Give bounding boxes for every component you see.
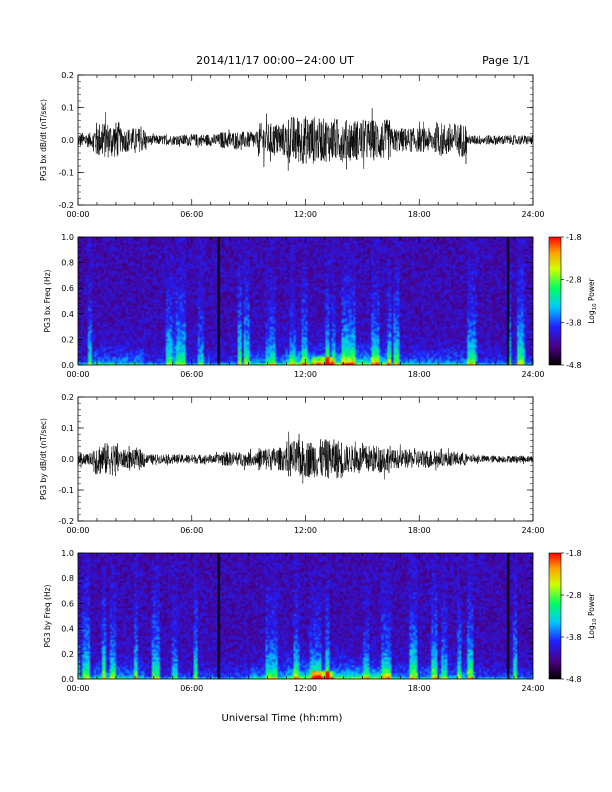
by-waveform-axes: 00:00 06:00 12:00 18:00 24:00 -0.2 -0.1 0.0 0.1 0…: [58, 393, 544, 535]
x-tick-label: 12:00: [294, 370, 317, 379]
colorbar-tick-label: -1.8: [566, 233, 582, 242]
x-tick-label: 18:00: [408, 526, 431, 535]
bx-spectrogram-ylabel: PG3 bx Freq (Hz): [43, 269, 52, 332]
bx-colorbar: [548, 236, 562, 366]
y-tick-label: -0.2: [58, 517, 74, 526]
y-tick-label: 1.0: [61, 549, 74, 558]
y-tick-label: 0.2: [61, 335, 74, 344]
y-tick-label: 0.4: [61, 625, 74, 634]
y-tick-label: 0.0: [61, 361, 74, 370]
colorbar-tick-label: -3.8: [566, 318, 582, 327]
y-tick-label: 0.0: [61, 136, 74, 145]
bx-colorbar-ticks: -1.8 -2.8 -3.8 -4.8: [561, 233, 582, 370]
bx-waveform-axes: 00:00 06:00 12:00 18:00 24:00 -0.2 -0.1 0.0 0.1 0…: [58, 71, 544, 219]
by-colorbar-label: Log10 Power: [587, 592, 598, 638]
x-tick-label: 24:00: [521, 210, 544, 219]
by-waveform-trace: [77, 431, 534, 484]
x-tick-label: 24:00: [521, 526, 544, 535]
by-spectrogram-ylabel: PG3 by Freq (Hz): [43, 584, 52, 647]
y-tick-label: 0.8: [61, 259, 74, 268]
y-tick-label: 0.1: [61, 424, 74, 433]
by-colorbar: [548, 552, 562, 680]
y-tick-label: 0.1: [61, 104, 74, 113]
bx-waveform-ylabel: PG3 bx dB/dt (nT/sec): [39, 99, 48, 181]
colorbar-tick-label: -2.8: [566, 276, 582, 285]
y-tick-label: 1.0: [61, 233, 74, 242]
waveform-line: [77, 431, 534, 484]
y-tick-label: 0.0: [61, 675, 74, 684]
y-tick-label: 0.6: [61, 284, 74, 293]
x-tick-label: 24:00: [521, 684, 544, 693]
page-title: 2014/11/17 00:00−24:00 UT: [196, 54, 354, 67]
x-tick-label: 06:00: [180, 370, 203, 379]
bx-spectrogram-image: [78, 237, 533, 365]
colorbar-tick-label: -1.8: [566, 549, 582, 558]
x-tick-label: 18:00: [408, 210, 431, 219]
bx-colorbar-label: Log10 Power: [587, 277, 598, 323]
by-spectrogram-image: [78, 553, 533, 679]
by-spectrogram-axes: 00:00 06:00 12:00 18:00 24:00 0.0 0.2 0.4 0.6 0.8…: [61, 549, 544, 693]
x-tick-label: 00:00: [66, 370, 89, 379]
x-tick-label: 12:00: [294, 210, 317, 219]
y-tick-label: 0.8: [61, 574, 74, 583]
y-tick-label: 0.6: [61, 599, 74, 608]
panel-bx-waveform: 00:00 06:00 12:00 18:00 24:00 -0.2 -0.1 0.0 0.1 0…: [39, 71, 545, 219]
colorbar-tick-label: -4.8: [566, 361, 582, 370]
colorbar-tick-label: -4.8: [566, 675, 582, 684]
y-tick-label: 0.0: [61, 455, 74, 464]
y-tick-label: 0.2: [61, 71, 74, 80]
x-tick-label: 06:00: [180, 210, 203, 219]
x-tick-label: 12:00: [294, 684, 317, 693]
bx-waveform-trace: [77, 108, 534, 171]
colorbar-tick-label: -3.8: [566, 633, 582, 642]
by-waveform-ylabel: PG3 by dB/dt (nT/sec): [39, 418, 48, 500]
page-number: Page 1/1: [482, 54, 530, 67]
x-axis-label: Universal Time (hh:mm): [222, 713, 343, 724]
x-tick-label: 06:00: [180, 684, 203, 693]
y-tick-label: 0.4: [61, 310, 74, 319]
bx-spectrogram-axes: 00:00 06:00 12:00 18:00 24:00 0.0 0.2 0.4 0.6 0.8…: [61, 233, 544, 379]
panel-bx-spectrogram: 00:00 06:00 12:00 18:00 24:00 0.0 0.2 0.4 0.6 0.8…: [43, 233, 598, 379]
x-tick-label: 06:00: [180, 526, 203, 535]
x-tick-label: 00:00: [66, 684, 89, 693]
y-tick-label: 0.2: [61, 650, 74, 659]
panel-by-spectrogram: 00:00 06:00 12:00 18:00 24:00 0.0 0.2 0.4 0.6 0.8…: [43, 549, 598, 693]
waveform-line: [77, 108, 534, 171]
x-tick-label: 12:00: [294, 526, 317, 535]
x-tick-label: 18:00: [408, 684, 431, 693]
y-tick-label: -0.1: [58, 169, 74, 178]
colorbar-tick-label: -2.8: [566, 591, 582, 600]
x-tick-label: 18:00: [408, 370, 431, 379]
x-tick-label: 00:00: [66, 210, 89, 219]
panel-by-waveform: 00:00 06:00 12:00 18:00 24:00 -0.2 -0.1 0.0 0.1 0…: [39, 393, 545, 535]
x-tick-label: 00:00: [66, 526, 89, 535]
y-tick-label: -0.2: [58, 201, 74, 210]
by-colorbar-ticks: -1.8 -2.8 -3.8 -4.8: [561, 549, 582, 684]
y-tick-label: -0.1: [58, 486, 74, 495]
x-tick-label: 24:00: [521, 370, 544, 379]
y-tick-label: 0.2: [61, 393, 74, 402]
